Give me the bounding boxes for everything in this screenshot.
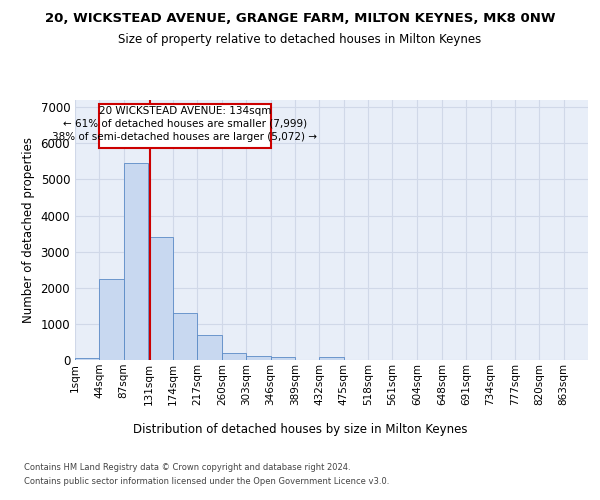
Bar — [100, 104, 271, 148]
Bar — [75, 358, 100, 360]
Bar — [173, 313, 197, 360]
Text: Distribution of detached houses by size in Milton Keynes: Distribution of detached houses by size … — [133, 422, 467, 436]
Y-axis label: Number of detached properties: Number of detached properties — [22, 137, 35, 323]
Text: Size of property relative to detached houses in Milton Keynes: Size of property relative to detached ho… — [118, 32, 482, 46]
Bar — [197, 334, 222, 360]
Bar — [149, 237, 173, 360]
Bar — [222, 353, 246, 360]
Text: 20, WICKSTEAD AVENUE, GRANGE FARM, MILTON KEYNES, MK8 0NW: 20, WICKSTEAD AVENUE, GRANGE FARM, MILTO… — [45, 12, 555, 26]
Text: Contains public sector information licensed under the Open Government Licence v3: Contains public sector information licen… — [24, 478, 389, 486]
Bar — [246, 356, 271, 360]
Bar — [271, 357, 295, 360]
Text: Contains HM Land Registry data © Crown copyright and database right 2024.: Contains HM Land Registry data © Crown c… — [24, 462, 350, 471]
Bar — [124, 163, 148, 360]
Bar — [319, 357, 344, 360]
Text: ← 61% of detached houses are smaller (7,999): ← 61% of detached houses are smaller (7,… — [63, 118, 307, 128]
Text: 38% of semi-detached houses are larger (5,072) →: 38% of semi-detached houses are larger (… — [52, 132, 317, 142]
Text: 20 WICKSTEAD AVENUE: 134sqm: 20 WICKSTEAD AVENUE: 134sqm — [99, 106, 271, 116]
Bar — [100, 279, 124, 360]
